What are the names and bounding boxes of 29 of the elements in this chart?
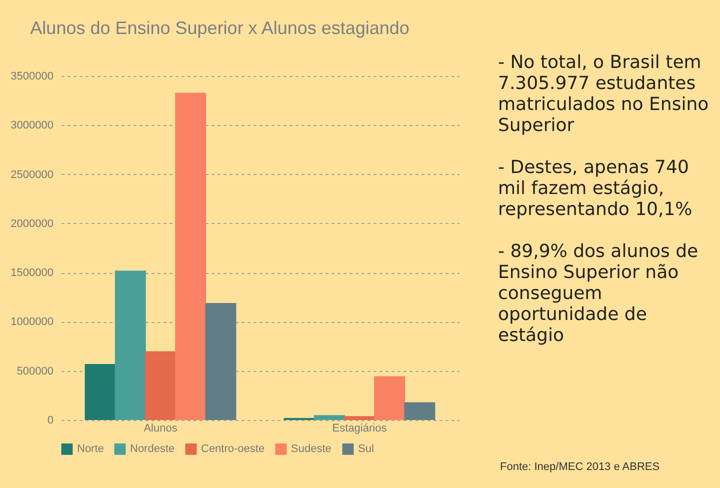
bar (314, 415, 345, 420)
legend-label: Centro-oeste (201, 443, 265, 456)
chart-title: Alunos do Ensino Superior x Alunos estagiando (30, 18, 410, 38)
y-tick-label: 3000000 (10, 120, 54, 132)
x-tick-label: Estagiários (332, 422, 388, 434)
bar (145, 351, 176, 420)
y-tick-label: 2000000 (10, 218, 54, 230)
legend-label: Sudeste (291, 443, 332, 456)
legend-label: Sul (358, 443, 374, 456)
bar (175, 92, 206, 420)
y-tick-label: 1000000 (10, 316, 54, 328)
source-note: Fonte: Inep/MEC 2013 e ABRES (500, 461, 660, 473)
legend-label: Nordeste (130, 443, 175, 456)
y-tick-label: 0 (47, 414, 54, 426)
y-tick-label: 3500000 (10, 70, 54, 82)
bar (205, 303, 236, 420)
bar (404, 402, 436, 420)
bar (114, 270, 146, 420)
x-tick-label: Alunos (144, 422, 178, 434)
y-tick-label: 1500000 (10, 267, 54, 280)
bar (84, 364, 116, 420)
y-tick-label: 500000 (16, 365, 54, 378)
y-tick-label: 2500000 (10, 168, 54, 181)
bar (344, 416, 375, 420)
text: - No total, o Brasil tem 7.305.977 estudantes matriculados no Ensino Superior (498, 52, 710, 136)
bar (374, 376, 406, 420)
text: - 89,9% dos alunos de Ensino Superior não conseguem oportunidade de estágio (498, 241, 700, 346)
text: - Destes, apenas 740 mil fazem estágio, representando 10,1% (498, 157, 694, 220)
legend-label: Norte (77, 443, 104, 456)
